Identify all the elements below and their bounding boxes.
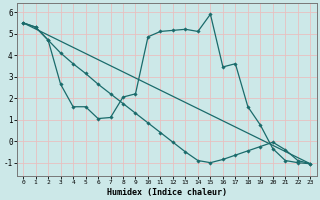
X-axis label: Humidex (Indice chaleur): Humidex (Indice chaleur) (107, 188, 227, 197)
